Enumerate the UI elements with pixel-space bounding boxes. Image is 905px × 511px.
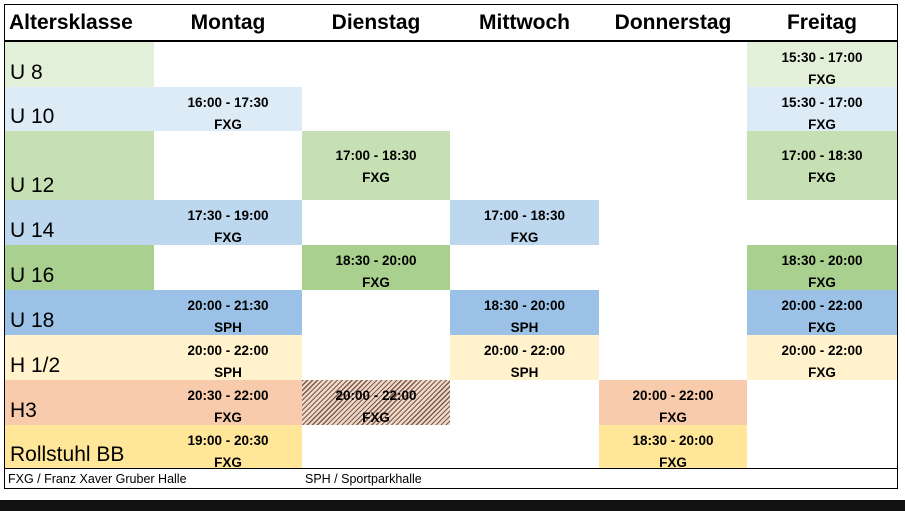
slot-time: 18:30 - 20:00: [483, 298, 566, 313]
slot-time: 17:30 - 19:00: [187, 208, 269, 223]
training-slot: 15:30 - 17:00 FXG: [747, 42, 897, 87]
slot-place: FXG: [808, 170, 836, 185]
slot-place: FXG: [510, 230, 539, 245]
slot-place: FXG: [659, 455, 687, 470]
training-slot: 20:00 - 22:00 SPH: [154, 335, 302, 380]
age-class-cell: Rollstuhl BB: [5, 425, 154, 469]
header-divider: [5, 40, 897, 42]
slot-time: 17:00 - 18:30: [335, 148, 417, 163]
slot-place: SPH: [510, 320, 539, 335]
slot-place: FXG: [362, 170, 390, 185]
slot-time: 18:30 - 20:00: [335, 253, 417, 268]
legend-fxg: FXG / Franz Xaver Gruber Halle: [8, 472, 187, 486]
header-age-class: Altersklasse: [9, 10, 133, 34]
age-class-cell: U 8: [5, 42, 154, 87]
slot-time: 20:00 - 22:00: [187, 343, 269, 358]
slot-time: 20:00 - 22:00: [335, 388, 417, 403]
age-class-cell: U 16: [5, 245, 154, 290]
slot-time: 20:00 - 22:00: [781, 298, 863, 313]
training-slot: 20:00 - 22:00 FXG: [747, 290, 897, 335]
training-slot: 17:30 - 19:00 FXG: [154, 200, 302, 245]
header-day-tuesday: Dienstag: [331, 10, 421, 34]
training-slot: 15:30 - 17:00 FXG: [747, 87, 897, 132]
age-class-cell: U 12: [5, 131, 154, 200]
header-day-wednesday: Mittwoch: [479, 10, 570, 34]
slot-place: SPH: [510, 365, 539, 380]
slot-place: FXG: [214, 230, 242, 245]
slot-place: FXG: [808, 275, 836, 290]
training-slot: 20:00 - 22:00 SPH: [450, 335, 599, 380]
age-class-cell: U 14: [5, 200, 154, 245]
training-slot: 18:30 - 20:00 FXG: [747, 245, 897, 290]
age-class-cell: U 10: [5, 87, 154, 131]
slot-time: 19:00 - 20:30: [187, 433, 269, 448]
age-class-cell: H 1/2: [5, 335, 154, 380]
slot-time: 20:00 - 22:00: [632, 388, 714, 403]
training-slot: 18:30 - 20:00 SPH: [450, 290, 599, 335]
training-slot: 17:00 - 18:30 FXG: [450, 200, 599, 245]
slot-place: SPH: [214, 365, 242, 380]
legend-footer: FXG / Franz Xaver Gruber Halle SPH / Spo…: [5, 468, 897, 489]
slot-place: FXG: [362, 275, 390, 290]
slot-time: 18:30 - 20:00: [781, 253, 863, 268]
slot-time: 20:00 - 22:00: [781, 343, 863, 358]
age-class-cell: U 18: [5, 290, 154, 335]
slot-place: FXG: [659, 410, 687, 425]
slot-place: FXG: [808, 72, 836, 87]
legend-sph: SPH / Sportparkhalle: [305, 472, 422, 486]
slot-time: 20:30 - 22:00: [187, 388, 269, 403]
schedule-table: Altersklasse Montag Dienstag Mittwoch Do…: [4, 4, 898, 489]
training-slot: 18:30 - 20:00 FXG: [302, 245, 450, 290]
right-margin: [899, 0, 905, 500]
training-slot: 20:00 - 22:00 FXG: [302, 380, 450, 425]
slot-place: FXG: [808, 365, 836, 380]
training-slot: 20:00 - 22:00 FXG: [599, 380, 747, 425]
header-day-thursday: Donnerstag: [614, 10, 732, 34]
training-slot: 18:30 - 20:00 FXG: [599, 425, 747, 470]
slot-place: FXG: [362, 410, 390, 425]
slot-place: FXG: [214, 455, 242, 470]
slot-time: 17:00 - 18:30: [781, 148, 863, 163]
header-day-monday: Montag: [190, 10, 266, 34]
header-day-friday: Freitag: [786, 10, 857, 34]
age-class-cell: H3: [5, 380, 154, 425]
slot-place: FXG: [808, 320, 836, 335]
slot-place: FXG: [808, 117, 836, 132]
slot-time: 20:00 - 22:00: [483, 343, 566, 358]
slot-place: FXG: [214, 410, 242, 425]
training-slot: 20:00 - 22:00 FXG: [747, 335, 897, 380]
slot-time: 15:30 - 17:00: [781, 50, 863, 65]
bottom-bar: [0, 500, 905, 511]
training-slot: 19:00 - 20:30 FXG: [154, 425, 302, 470]
training-slot: 17:00 - 18:30 FXG: [747, 131, 897, 200]
slot-time: 17:00 - 18:30: [483, 208, 566, 223]
slot-place: FXG: [214, 117, 242, 132]
training-slot: 16:00 - 17:30 FXG: [154, 87, 302, 132]
training-slot: 17:00 - 18:30 FXG: [302, 131, 450, 200]
slot-time: 16:00 - 17:30: [187, 95, 269, 110]
slot-time: 18:30 - 20:00: [632, 433, 714, 448]
slot-place: SPH: [214, 320, 242, 335]
slot-time: 20:00 - 21:30: [187, 298, 269, 313]
training-slot: 20:00 - 21:30 SPH: [154, 290, 302, 335]
training-slot: 20:30 - 22:00 FXG: [154, 380, 302, 425]
slot-time: 15:30 - 17:00: [781, 95, 863, 110]
